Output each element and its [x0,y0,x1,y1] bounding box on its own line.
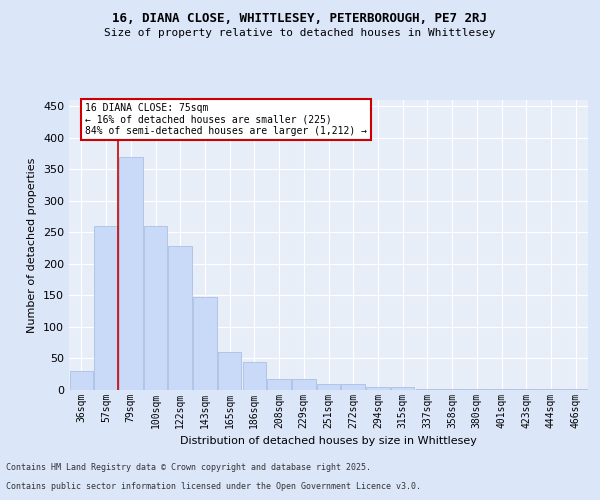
Text: Contains public sector information licensed under the Open Government Licence v3: Contains public sector information licen… [6,482,421,491]
Bar [218,352,241,390]
Bar [341,384,365,390]
Text: Size of property relative to detached houses in Whittlesey: Size of property relative to detached ho… [104,28,496,38]
Text: Contains HM Land Registry data © Crown copyright and database right 2025.: Contains HM Land Registry data © Crown c… [6,464,371,472]
Bar [70,371,93,390]
Bar [366,387,389,390]
Bar [242,362,266,390]
Bar [391,387,415,390]
X-axis label: Distribution of detached houses by size in Whittlesey: Distribution of detached houses by size … [180,436,477,446]
Bar [317,384,340,390]
Bar [193,296,217,390]
Y-axis label: Number of detached properties: Number of detached properties [28,158,37,332]
Bar [144,226,167,390]
Bar [292,378,316,390]
Text: 16, DIANA CLOSE, WHITTLESEY, PETERBOROUGH, PE7 2RJ: 16, DIANA CLOSE, WHITTLESEY, PETERBOROUG… [113,12,487,26]
Bar [119,156,143,390]
Bar [268,378,291,390]
Bar [169,246,192,390]
Bar [94,226,118,390]
Text: 16 DIANA CLOSE: 75sqm
← 16% of detached houses are smaller (225)
84% of semi-det: 16 DIANA CLOSE: 75sqm ← 16% of detached … [85,103,367,136]
